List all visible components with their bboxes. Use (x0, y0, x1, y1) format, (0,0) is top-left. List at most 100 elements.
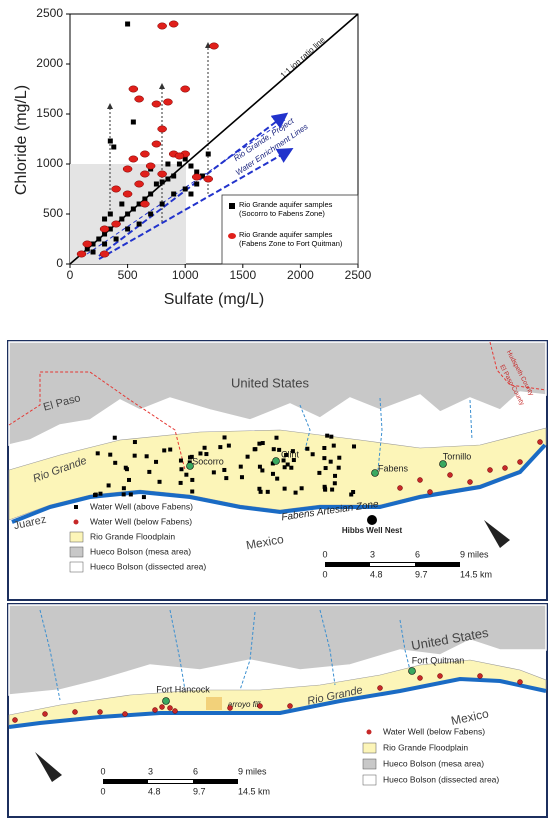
data-point (165, 176, 171, 182)
x-tick-label: 2500 (345, 268, 372, 282)
legend-entry: Rio Grande aquifer samples (Fabens Zone … (239, 230, 343, 248)
well-above (305, 446, 310, 451)
river (8, 676, 547, 729)
data-point (76, 250, 87, 258)
well-above (179, 467, 184, 472)
data-point (136, 221, 142, 227)
data-point (128, 85, 139, 93)
well-above (285, 462, 290, 467)
well-below (427, 489, 433, 495)
well-below (377, 685, 383, 691)
well-above (253, 447, 258, 452)
data-point (119, 216, 125, 222)
map-label: Fort Quitman (412, 655, 465, 665)
y-tick-label: 0 (56, 256, 63, 270)
north-arrow (484, 520, 510, 548)
map-label: Clint (281, 449, 300, 459)
well-above (168, 447, 173, 452)
data-point (111, 220, 121, 228)
data-point (134, 180, 144, 188)
town (371, 469, 379, 477)
x-tick-label: 0 (67, 268, 74, 282)
legend-marker (73, 519, 79, 525)
data-point (176, 161, 182, 167)
stream (377, 397, 383, 471)
well-above (121, 486, 126, 491)
mesa-area (8, 341, 547, 446)
scale-label: 0 (100, 766, 105, 776)
well-above (121, 492, 126, 497)
map-label: Mexico (245, 532, 285, 552)
well-above (123, 465, 128, 470)
y-tick-label: 500 (43, 206, 63, 220)
well-above (132, 453, 137, 458)
legend-label: Rio Grande Floodplain (90, 531, 175, 541)
well-above (144, 454, 149, 459)
county-border (489, 341, 547, 391)
well-above (141, 495, 146, 500)
well-below (397, 485, 403, 491)
data-point (99, 225, 110, 233)
scale-label: 6 (415, 549, 420, 559)
y-axis-label: Chloride (mg/L) (13, 85, 30, 195)
legend-marker (362, 742, 377, 754)
scale-label: 9.7 (193, 786, 206, 796)
data-point (96, 236, 102, 242)
well-above (113, 460, 118, 465)
data-point (180, 85, 190, 93)
map-1: United States El Paso Rio Grande Socorro… (7, 340, 548, 601)
data-point (122, 190, 133, 198)
data-point (90, 241, 96, 247)
well-below (172, 708, 178, 714)
well-above (190, 489, 195, 494)
well-above (289, 465, 294, 470)
well-below (417, 477, 423, 483)
well-above (293, 490, 298, 495)
scale-bar (370, 563, 415, 566)
data-point (140, 170, 150, 178)
legend (221, 194, 359, 265)
scale-label: 0 (322, 569, 327, 579)
well-above (322, 445, 327, 450)
well-below (502, 465, 508, 471)
well-above (352, 444, 357, 449)
data-point (125, 211, 131, 217)
well-below (42, 711, 48, 717)
data-point (151, 100, 162, 108)
well-above (218, 445, 223, 450)
legend-label: Water Well (below Fabens) (90, 516, 192, 526)
map-label: Hibbs Well Nest (342, 526, 403, 535)
well-above (245, 454, 250, 459)
scale-label: 0 (322, 549, 327, 559)
stream (299, 404, 311, 451)
data-point (209, 42, 219, 50)
data-point (107, 211, 113, 217)
well-above (299, 486, 304, 491)
well-below (152, 707, 158, 713)
data-point (107, 138, 113, 144)
well-above (265, 489, 270, 494)
well-above (178, 458, 183, 463)
well-above (184, 472, 189, 477)
data-point (119, 201, 125, 207)
river (11, 443, 547, 524)
well-below (12, 717, 18, 723)
legend-label: Rio Grande aquifer samples (Fabens Zone … (239, 230, 343, 248)
data-point (148, 211, 154, 217)
data-point (163, 98, 173, 106)
x-tick-label: 2000 (287, 268, 314, 282)
well-above (257, 464, 262, 469)
data-point (157, 125, 167, 133)
enrichment-line (98, 148, 294, 260)
well-below (467, 479, 473, 485)
scale-label: 3 (148, 766, 153, 776)
well-above (239, 475, 244, 480)
hibbs-well (367, 515, 377, 525)
well-above (257, 486, 262, 491)
data-point (194, 181, 200, 187)
data-point (157, 22, 167, 30)
stream (39, 609, 61, 701)
well-above (274, 435, 279, 440)
well-above (202, 445, 207, 450)
scale-label: 0 (100, 786, 105, 796)
